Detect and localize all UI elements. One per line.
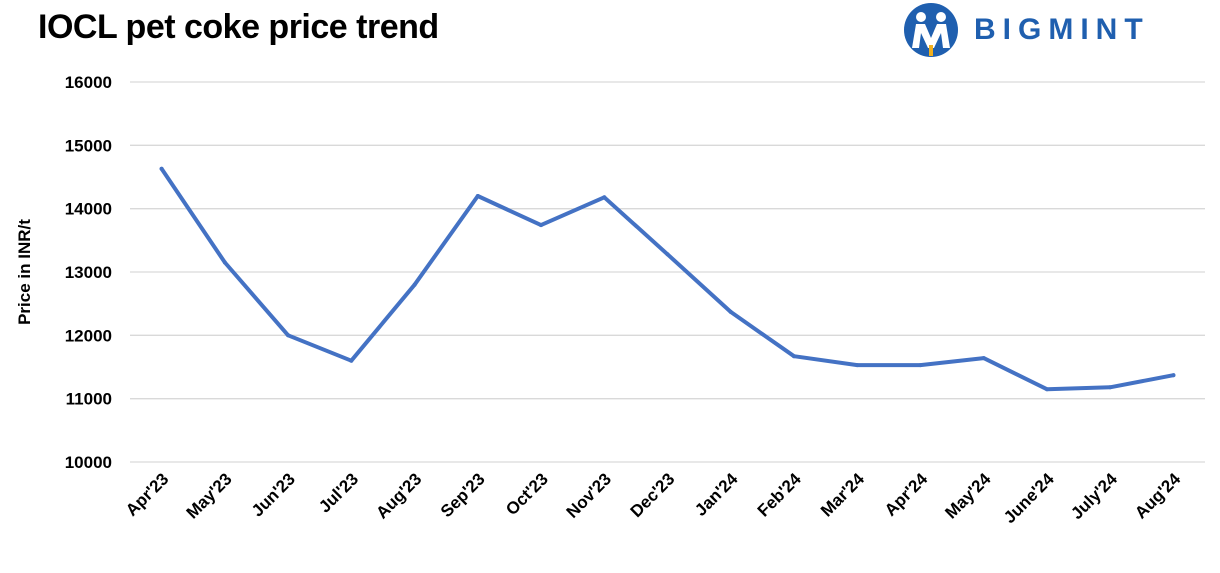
y-tick-label: 16000 xyxy=(65,73,112,92)
y-tick-label: 15000 xyxy=(65,136,112,155)
x-tick-label: May'24 xyxy=(941,469,994,522)
y-tick-label: 10000 xyxy=(65,453,112,472)
data-point xyxy=(792,354,796,359)
y-tick-label: 14000 xyxy=(65,200,112,219)
bigmint-people-logo-icon xyxy=(904,3,958,57)
x-tick-label: Dec'23 xyxy=(627,469,679,521)
data-point xyxy=(222,260,227,265)
x-tick-label: Jan'24 xyxy=(691,469,742,520)
x-tick-label: Mar'24 xyxy=(817,469,868,520)
x-tick-label: Nov'23 xyxy=(563,469,615,521)
x-tick-label: June'24 xyxy=(1000,469,1058,527)
data-point xyxy=(602,195,607,200)
y-tick-label: 12000 xyxy=(65,326,112,345)
x-tick-label: Jun'23 xyxy=(248,469,299,520)
x-tick-label: May'23 xyxy=(183,469,236,522)
data-point xyxy=(855,363,860,368)
gridlines xyxy=(130,81,1205,463)
series-line xyxy=(159,166,1176,392)
brand-logo: BIGMINT xyxy=(902,0,1150,60)
chart-title: IOCL pet coke price trend xyxy=(38,8,439,46)
data-point xyxy=(918,363,923,368)
data-point xyxy=(665,252,670,257)
data-point xyxy=(1108,385,1113,390)
y-tick-label: 11000 xyxy=(66,390,112,409)
data-point xyxy=(1171,373,1176,378)
x-axis-ticks: Apr'23 May'23 Jun'23 Jul'23 Aug'23 Sep'23 Oct'… xyxy=(122,469,1185,527)
x-tick-label: Oct'23 xyxy=(502,469,552,519)
data-point xyxy=(1044,387,1049,392)
data-point xyxy=(286,333,291,338)
x-tick-label: Aug'24 xyxy=(1131,469,1184,522)
x-tick-label: Apr'24 xyxy=(881,469,932,520)
data-point xyxy=(475,194,480,198)
series xyxy=(159,166,1176,392)
data-point xyxy=(349,358,354,363)
data-point xyxy=(539,223,543,228)
y-tick-label: 13000 xyxy=(65,263,112,282)
brand-name: BIGMINT xyxy=(974,13,1150,46)
x-tick-label: Feb'24 xyxy=(754,469,805,520)
y-axis-ticks: 10000 11000 12000 13000 14000 15000 16000 xyxy=(65,73,112,472)
x-tick-label: Jul'23 xyxy=(315,469,362,516)
x-tick-label: Sep'23 xyxy=(437,469,489,521)
x-tick-label: July'24 xyxy=(1067,469,1121,523)
x-tick-label: Aug'23 xyxy=(372,469,425,522)
data-point xyxy=(159,166,164,171)
data-point xyxy=(412,282,417,287)
data-point xyxy=(728,309,733,314)
data-point xyxy=(981,356,986,361)
y-axis-label: Price in INR/t xyxy=(15,219,34,325)
x-tick-label: Apr'23 xyxy=(122,469,172,519)
